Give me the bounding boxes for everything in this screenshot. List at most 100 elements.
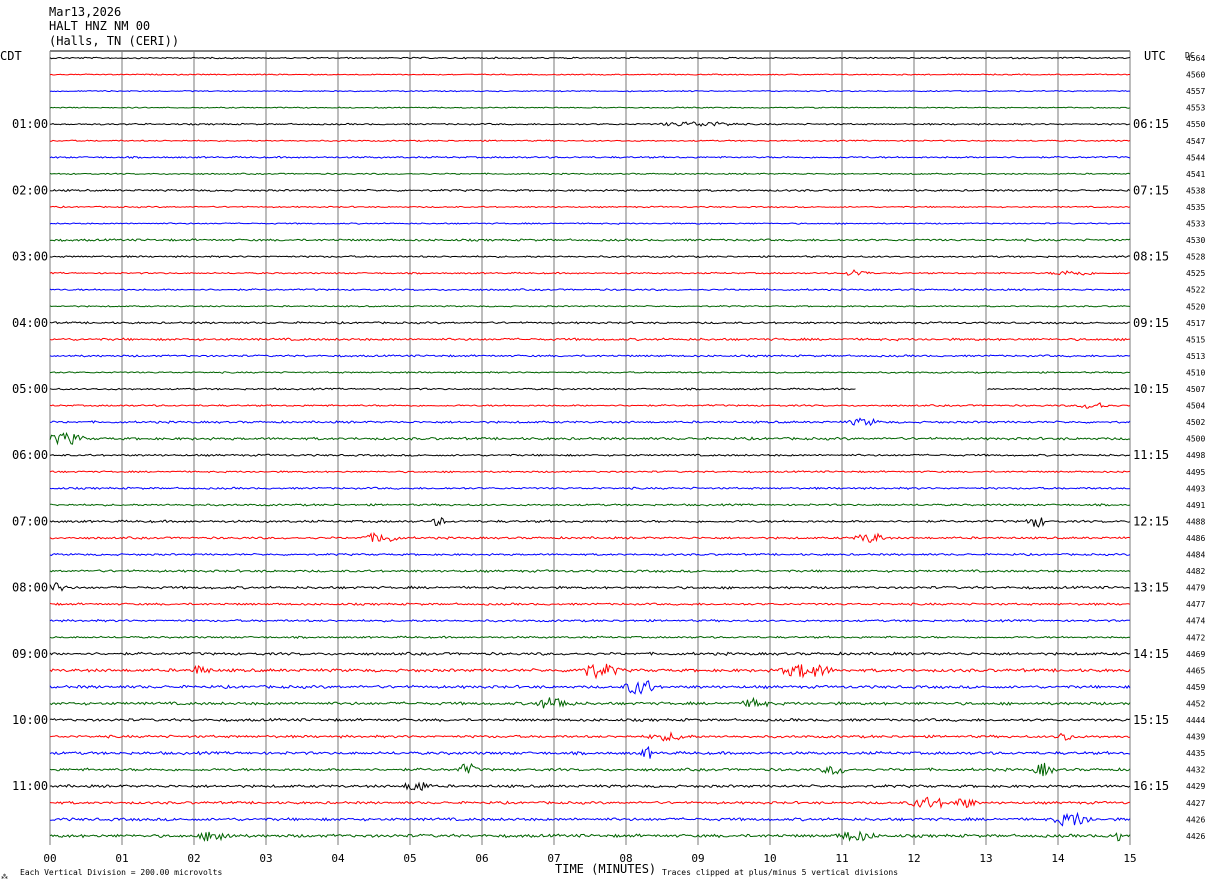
dc-offset-value: 4477 bbox=[1186, 600, 1205, 609]
trace-row-16 bbox=[49, 321, 1130, 325]
left-hour-label: 02:00 bbox=[12, 183, 48, 197]
dc-offset-value: 4491 bbox=[1186, 501, 1205, 510]
trace-row-37 bbox=[49, 663, 1131, 680]
header-date: Mar13,2026 bbox=[49, 5, 121, 19]
seismic-traces bbox=[49, 56, 1131, 842]
trace-row-22 bbox=[49, 417, 1131, 427]
trace-row-1 bbox=[49, 73, 1130, 76]
x-tick-label: 05 bbox=[403, 852, 416, 865]
left-hour-label: 05:00 bbox=[12, 382, 48, 396]
trace-row-4 bbox=[49, 121, 1131, 127]
trace-row-14 bbox=[49, 288, 1131, 292]
dc-offset-value: 4560 bbox=[1186, 71, 1205, 80]
right-hour-label: 10:15 bbox=[1133, 382, 1169, 396]
left-hour-label: 06:00 bbox=[12, 448, 48, 462]
trace-row-24 bbox=[49, 453, 1131, 457]
trace-row-5 bbox=[49, 139, 1131, 143]
x-tick-label: 10 bbox=[763, 852, 776, 865]
trace-row-9 bbox=[49, 205, 1131, 209]
trace-row-23 bbox=[49, 431, 1131, 446]
trace-row-35 bbox=[49, 635, 1131, 640]
dc-offset-value: 4495 bbox=[1186, 468, 1205, 477]
dc-offset-value: 4439 bbox=[1186, 733, 1205, 742]
left-hour-label: 04:00 bbox=[12, 316, 48, 330]
dc-offset-value: 4479 bbox=[1186, 584, 1205, 593]
dc-offset-value: 4541 bbox=[1186, 170, 1205, 179]
trace-row-2 bbox=[49, 89, 1130, 93]
trace-row-28 bbox=[49, 516, 1131, 528]
trace-row-30 bbox=[49, 552, 1131, 557]
x-tick-label: 00 bbox=[43, 852, 56, 865]
trace-row-3 bbox=[49, 106, 1131, 109]
right-hour-label: 08:15 bbox=[1133, 250, 1169, 264]
x-tick-label: 02 bbox=[187, 852, 200, 865]
trace-row-31 bbox=[49, 569, 1131, 574]
x-tick-label: 06 bbox=[475, 852, 488, 865]
header-location: (Halls, TN (CERI)) bbox=[49, 34, 179, 48]
trace-row-27 bbox=[49, 503, 1131, 507]
trace-row-26 bbox=[49, 486, 1131, 490]
clip-note: Traces clipped at plus/minus 5 vertical … bbox=[662, 868, 898, 877]
dc-offset-value: 4557 bbox=[1186, 87, 1205, 96]
trace-row-44 bbox=[49, 781, 1131, 792]
left-hour-label: 08:00 bbox=[12, 581, 48, 595]
x-tick-label: 14 bbox=[1051, 852, 1065, 865]
right-timezone-label: UTC bbox=[1144, 49, 1166, 63]
trace-row-43 bbox=[49, 762, 1131, 777]
right-hour-label: 14:15 bbox=[1133, 647, 1169, 661]
left-hour-label: 07:00 bbox=[12, 514, 48, 528]
trace-row-38 bbox=[49, 680, 1131, 695]
dc-offset-value: 4469 bbox=[1186, 650, 1205, 659]
dc-offset-value: 4535 bbox=[1186, 203, 1205, 212]
dc-offset-value: 4530 bbox=[1186, 236, 1205, 245]
trace-row-40 bbox=[49, 717, 1131, 723]
x-tick-label: 07 bbox=[547, 852, 560, 865]
right-hour-label: 12:15 bbox=[1133, 514, 1169, 528]
x-tick-label: 03 bbox=[259, 852, 272, 865]
right-hour-label: 16:15 bbox=[1133, 779, 1169, 793]
trace-row-34 bbox=[49, 618, 1131, 623]
trace-row-25 bbox=[49, 470, 1131, 474]
right-hour-label: 13:15 bbox=[1133, 581, 1169, 595]
dc-offset-value: 4427 bbox=[1186, 799, 1205, 808]
minute-gridlines bbox=[49, 51, 1131, 845]
dc-offset-value: 4538 bbox=[1186, 186, 1205, 195]
dc-offset-value: 4504 bbox=[1186, 402, 1205, 411]
dc-offset-value: 4515 bbox=[1186, 335, 1205, 344]
x-tick-label: 11 bbox=[835, 852, 848, 865]
left-hour-label: 10:00 bbox=[12, 713, 48, 727]
dc-offset-value: 4472 bbox=[1186, 633, 1205, 642]
dc-offset-value: 4517 bbox=[1186, 319, 1205, 328]
x-tick-label: 09 bbox=[691, 852, 704, 865]
x-tick-label: 08 bbox=[619, 852, 632, 865]
dc-offset-value: 4493 bbox=[1186, 484, 1205, 493]
right-hour-label: 11:15 bbox=[1133, 448, 1169, 462]
dc-offset-value: 4432 bbox=[1186, 766, 1205, 775]
dc-offset-value: 4465 bbox=[1186, 666, 1205, 675]
trace-row-12 bbox=[49, 254, 1131, 259]
dc-offset-value: 4522 bbox=[1186, 286, 1205, 295]
dc-label: DC bbox=[1185, 51, 1195, 60]
trace-row-8 bbox=[49, 188, 1131, 193]
trace-row-32 bbox=[49, 582, 1131, 592]
trace-row-47 bbox=[49, 830, 1131, 842]
trace-row-6 bbox=[49, 155, 1131, 159]
x-tick-label: 01 bbox=[115, 852, 128, 865]
dc-offset-value: 4547 bbox=[1186, 137, 1205, 146]
dc-offset-value: 4482 bbox=[1186, 567, 1205, 576]
x-tick-label: 12 bbox=[907, 852, 920, 865]
trace-row-20 bbox=[49, 387, 856, 391]
dc-offset-value: 4533 bbox=[1186, 220, 1205, 229]
trace-row-45 bbox=[49, 796, 1131, 810]
dc-offset-value: 4435 bbox=[1186, 749, 1205, 758]
right-hour-labels: 06:15 07:15 08:15 09:15 10:15 11:15 12:15 13:15… bbox=[1133, 117, 1169, 793]
trace-row-7 bbox=[49, 172, 1131, 176]
left-hour-label: 03:00 bbox=[12, 250, 48, 264]
trace-row-41 bbox=[49, 731, 1131, 742]
trace-row-18 bbox=[49, 354, 1131, 358]
dc-offset-value: 4500 bbox=[1186, 435, 1205, 444]
dc-offset-value: 4544 bbox=[1186, 153, 1205, 162]
trace-row-15 bbox=[49, 304, 1131, 308]
trace-row-0 bbox=[49, 56, 1131, 60]
